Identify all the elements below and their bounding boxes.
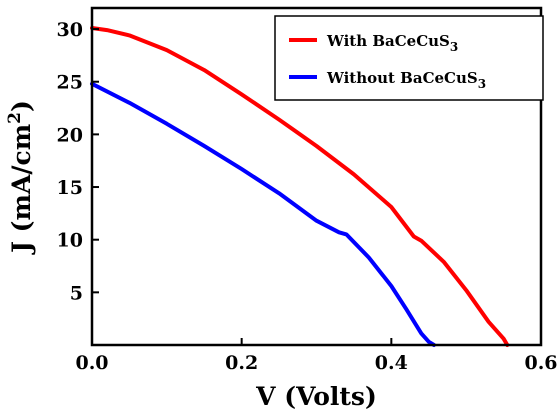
y-axis-title-end: )	[7, 100, 36, 112]
y-tick-label: 25	[57, 72, 83, 94]
plot-frame	[90, 6, 543, 347]
series-without-line	[90, 81, 436, 347]
legend-label-with: With BaCeCuS3	[326, 32, 458, 54]
legend-label-without: Without BaCeCuS3	[326, 69, 486, 91]
axis-ticks	[91, 28, 542, 345]
y-axis-title: J (mA/cm2)	[5, 100, 36, 255]
y-tick-label: 10	[57, 230, 83, 252]
x-axis-title: V (Volts)	[255, 382, 377, 411]
legend-label-with-subscript: 3	[450, 40, 458, 54]
y-tick-label: 15	[57, 177, 83, 199]
y-axis-title-superscript: 2	[5, 112, 25, 124]
legend-label-without-subscript: 3	[478, 77, 486, 91]
x-tick-label: 0.4	[375, 352, 408, 374]
x-tick-label: 0.0	[75, 352, 108, 374]
legend-box	[274, 15, 544, 101]
y-axis-title-main: J (mA/cm	[7, 124, 36, 255]
y-tick-label: 20	[57, 124, 83, 146]
tick-labels: 0.0 0.2 0.4 0.6 5 10 15 20 25 30	[57, 19, 558, 374]
series-with-line	[90, 26, 510, 347]
legend-label-with-main: With BaCeCuS	[326, 32, 450, 50]
curves-layer	[90, 26, 510, 347]
x-tick-label: 0.6	[524, 352, 557, 374]
y-tick-label: 5	[70, 282, 83, 304]
legend-label-without-main: Without BaCeCuS	[326, 69, 478, 87]
legend: With BaCeCuS3 Without BaCeCuS3	[274, 15, 544, 101]
x-tick-label: 0.2	[225, 352, 258, 374]
y-tick-label: 30	[57, 19, 83, 41]
